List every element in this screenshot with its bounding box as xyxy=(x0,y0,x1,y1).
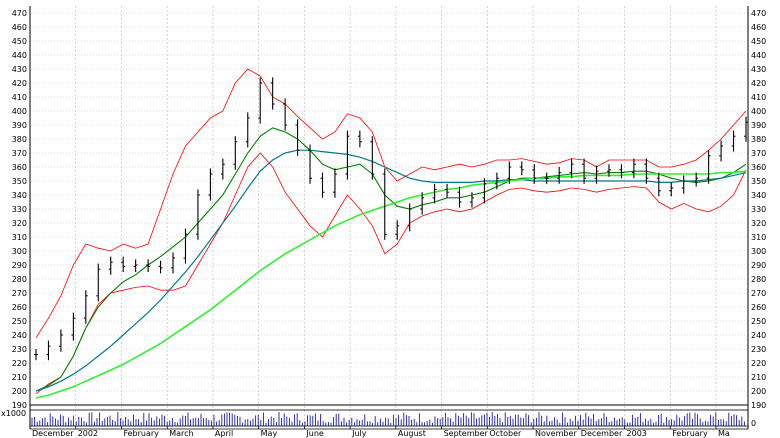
y-tick-label-left: 280 xyxy=(12,275,27,284)
ma-short-line xyxy=(35,127,747,392)
y-tick-label-left: 420 xyxy=(12,79,27,88)
x-month-label: August xyxy=(398,429,426,438)
x-month-label: 2003 xyxy=(627,429,647,438)
y-tick-label-right: 300 xyxy=(751,247,766,256)
y-tick-label-right: 270 xyxy=(751,289,766,298)
y-tick-label-left: 390 xyxy=(12,121,27,130)
y-tick-label-right: 310 xyxy=(751,233,766,242)
x-month-label: July xyxy=(351,429,367,438)
y-tick-label-right: 230 xyxy=(751,345,766,354)
x-month-label: 2002 xyxy=(78,429,98,438)
y-tick-label-left: 470 xyxy=(12,9,27,18)
x-month-label: February xyxy=(123,429,159,438)
x-month-label: December xyxy=(581,429,623,438)
y-tick-label-left: 270 xyxy=(12,289,27,298)
y-tick-label-right: 220 xyxy=(751,359,766,368)
y-tick-label-left: 460 xyxy=(12,23,27,32)
y-tick-label-left: 430 xyxy=(12,65,27,74)
y-tick-label-right: 380 xyxy=(751,135,766,144)
y-tick-label-right: 400 xyxy=(751,107,766,116)
x-month-label: June xyxy=(305,429,324,438)
x-month-label: May xyxy=(261,429,278,438)
y-tick-label-right: 410 xyxy=(751,93,766,102)
y-tick-label-right: 260 xyxy=(751,303,766,312)
x-month-label: March xyxy=(169,429,193,438)
volume-axis-value: 0 xyxy=(751,419,756,428)
x-month-label: Ma xyxy=(718,429,730,438)
y-tick-label-left: 330 xyxy=(12,205,27,214)
y-tick-label-right: 190 xyxy=(751,401,766,410)
x-month-label: November xyxy=(535,429,577,438)
y-tick-label-left: 370 xyxy=(12,149,27,158)
y-tick-label-left: 250 xyxy=(12,317,27,326)
x-month-label: February xyxy=(672,429,708,438)
y-tick-label-right: 240 xyxy=(751,331,766,340)
y-tick-label-left: 440 xyxy=(12,51,27,60)
bollinger-lower-line xyxy=(35,152,747,395)
y-tick-label-right: 450 xyxy=(751,37,766,46)
y-tick-label-right: 350 xyxy=(751,177,766,186)
y-tick-label-right: 280 xyxy=(751,275,766,284)
y-tick-label-left: 340 xyxy=(12,191,27,200)
y-tick-label-left: 400 xyxy=(12,107,27,116)
ma-mid-line xyxy=(35,149,747,392)
x-month-label: September xyxy=(444,429,489,438)
y-tick-label-left: 210 xyxy=(12,373,27,382)
y-tick-label-left: 220 xyxy=(12,359,27,368)
y-tick-label-left: 260 xyxy=(12,303,27,312)
y-tick-label-right: 340 xyxy=(751,191,766,200)
y-tick-label-left: 240 xyxy=(12,331,27,340)
y-tick-label-left: 360 xyxy=(12,163,27,172)
y-tick-label-right: 370 xyxy=(751,149,766,158)
y-tick-label-right: 330 xyxy=(751,205,766,214)
y-tick-label-right: 440 xyxy=(751,51,766,60)
y-tick-label-right: 200 xyxy=(751,387,766,396)
y-tick-label-left: 310 xyxy=(12,233,27,242)
y-tick-label-left: 230 xyxy=(12,345,27,354)
x-month-label: April xyxy=(215,429,233,438)
y-tick-label-left: 450 xyxy=(12,37,27,46)
y-tick-label-left: 410 xyxy=(12,93,27,102)
y-tick-label-right: 250 xyxy=(751,317,766,326)
y-tick-label-right: 460 xyxy=(751,23,766,32)
y-tick-label-left: 380 xyxy=(12,135,27,144)
x-month-label: October xyxy=(489,429,522,438)
y-tick-label-left: 320 xyxy=(12,219,27,228)
y-tick-label-left: 190 xyxy=(12,401,27,410)
y-tick-label-right: 290 xyxy=(751,261,766,270)
y-tick-label-left: 300 xyxy=(12,247,27,256)
y-tick-label-left: 290 xyxy=(12,261,27,270)
y-tick-label-right: 360 xyxy=(751,163,766,172)
x-month-label: December xyxy=(32,429,74,438)
y-tick-label-right: 420 xyxy=(751,79,766,88)
y-tick-label-right: 390 xyxy=(751,121,766,130)
y-tick-label-left: 350 xyxy=(12,177,27,186)
y-tick-label-right: 470 xyxy=(751,9,766,18)
y-tick-label-left: 200 xyxy=(12,387,27,396)
bollinger-upper-line xyxy=(35,68,747,339)
y-tick-label-right: 430 xyxy=(751,65,766,74)
y-tick-label-right: 320 xyxy=(751,219,766,228)
y-tick-label-right: 210 xyxy=(751,373,766,382)
volume-axis-label: x1000 xyxy=(1,409,26,418)
ma-long-line xyxy=(35,170,747,399)
